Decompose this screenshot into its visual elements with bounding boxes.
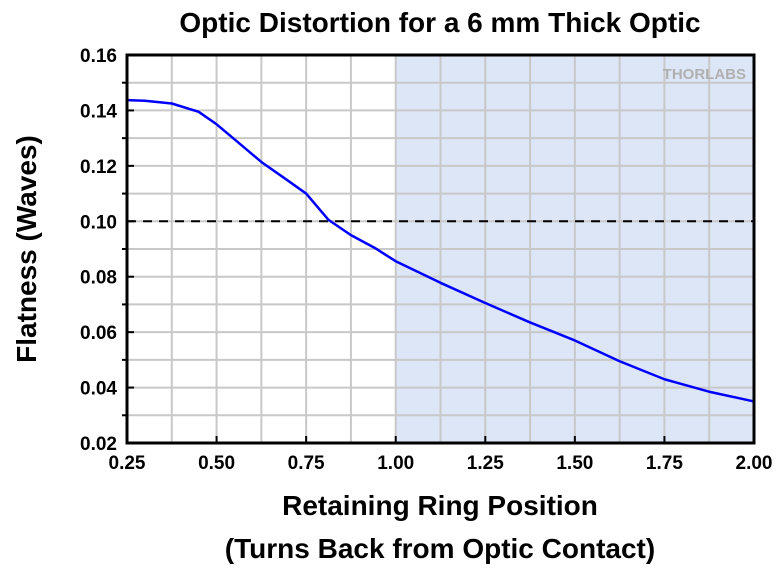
x-tick-label: 0.25	[109, 453, 146, 474]
x-tick-label: 0.75	[288, 453, 325, 474]
x-tick-label: 2.00	[736, 453, 773, 474]
y-tick-label: 0.16	[80, 46, 117, 67]
chart-title: Optic Distortion for a 6 mm Thick Optic	[179, 7, 700, 38]
thorlabs-logo: THORLABS	[663, 66, 746, 83]
x-tick-label: 0.50	[198, 453, 235, 474]
y-tick-label: 0.14	[80, 101, 117, 122]
y-tick-label: 0.04	[80, 379, 117, 400]
y-tick-label: 0.08	[80, 268, 117, 289]
x-axis-label: Retaining Ring Position	[282, 490, 598, 521]
x-tick-label: 1.75	[646, 453, 683, 474]
x-tick-label: 1.25	[467, 453, 504, 474]
y-tick-label: 0.10	[80, 212, 117, 233]
y-tick-label: 0.06	[80, 323, 117, 344]
series-line-flatness	[126, 98, 755, 403]
x-tick-label: 1.00	[377, 453, 414, 474]
y-axis-label: Flatness (Waves)	[11, 135, 42, 363]
y-tick-label: 0.02	[80, 434, 117, 455]
y-tick-label: 0.12	[80, 157, 117, 178]
x-tick-label: 1.50	[556, 453, 593, 474]
x-axis-label-sub: (Turns Back from Optic Contact)	[225, 533, 655, 564]
